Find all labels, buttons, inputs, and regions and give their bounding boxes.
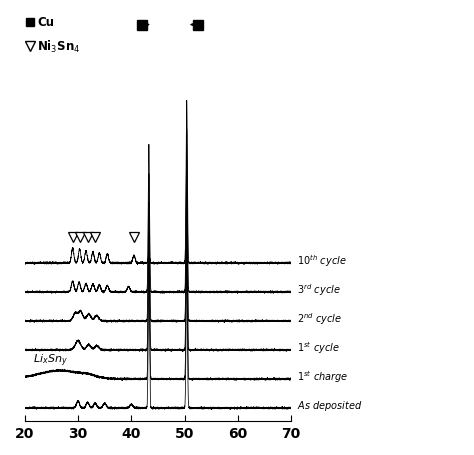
Text: Ni$_3$Sn$_4$: Ni$_3$Sn$_4$ <box>37 39 80 55</box>
Text: $2^{nd}\ cycle$: $2^{nd}\ cycle$ <box>297 311 342 327</box>
Text: $1^{st}\ charge$: $1^{st}\ charge$ <box>297 369 348 384</box>
Text: $Li_xSn_y$: $Li_xSn_y$ <box>33 352 68 369</box>
Text: $As\ deposited$: $As\ deposited$ <box>297 399 362 412</box>
Text: $10^{th}\ cycle$: $10^{th}\ cycle$ <box>297 253 346 268</box>
Text: $1^{st}\ cycle$: $1^{st}\ cycle$ <box>297 340 339 355</box>
Text: Cu: Cu <box>37 16 54 29</box>
Text: $3^{rd}\ cycle$: $3^{rd}\ cycle$ <box>297 282 340 298</box>
